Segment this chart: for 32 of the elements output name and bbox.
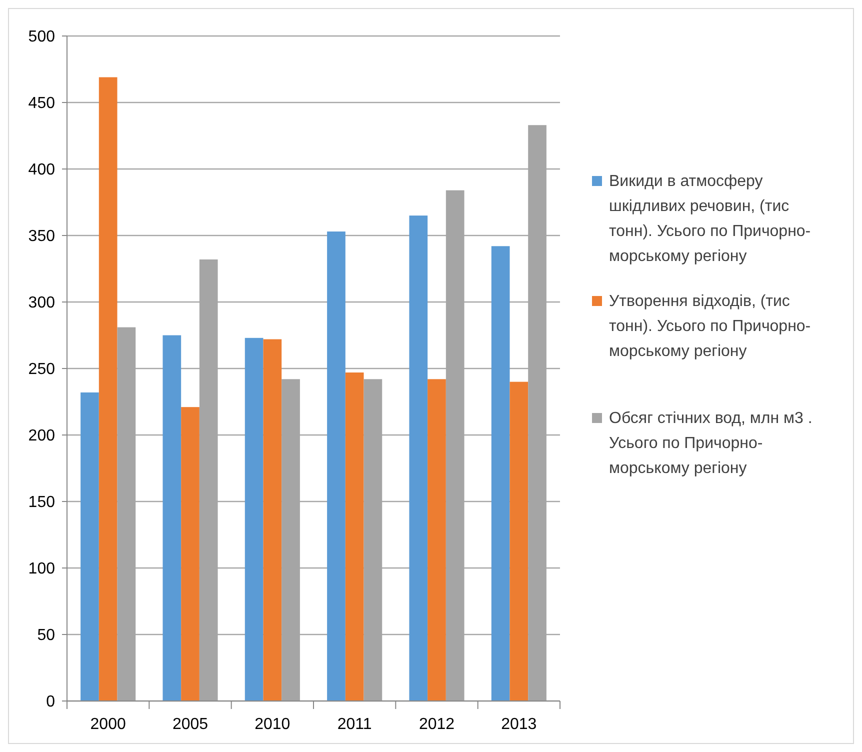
bar [409, 216, 428, 701]
x-tick-label: 2000 [90, 716, 126, 733]
x-tick-label: 2005 [172, 716, 208, 733]
bar [327, 232, 346, 701]
x-tick-label: 2013 [501, 716, 537, 733]
bar [491, 246, 510, 701]
y-tick-label: 350 [28, 228, 56, 246]
y-tick-label: 200 [28, 428, 56, 445]
x-tick-label: 2012 [418, 716, 455, 733]
bar [98, 77, 118, 701]
y-tick-label: 100 [28, 560, 56, 578]
y-tick-label: 500 [28, 28, 56, 46]
x-tick-label: 2010 [254, 716, 290, 733]
bar [428, 379, 446, 701]
bar [80, 392, 99, 701]
y-tick-label: 150 [28, 494, 56, 512]
bar [244, 338, 264, 701]
y-tick-label: 300 [28, 294, 56, 312]
bar [162, 335, 182, 701]
bar [181, 407, 200, 701]
legend-label: Викиди в атмосферу шкідливих речовин, (тис тонн). Усього по Причорно-морському регіону [609, 173, 811, 265]
bar [510, 382, 528, 701]
y-tick-label: 50 [37, 627, 56, 644]
y-tick-label: 250 [28, 361, 56, 378]
bar [263, 339, 282, 701]
y-tick-label: 450 [28, 95, 56, 112]
legend-label: Утворення відходів, (тис тонн). Усього по Причорно-морському регіону [609, 293, 811, 360]
legend-label: Обсяг стічних вод, млн м3 . Усього по Причорно-морському регіону [609, 410, 812, 477]
y-tick-label: 0 [46, 694, 56, 711]
y-tick-label: 400 [28, 162, 56, 179]
bar [345, 372, 364, 701]
x-tick-label: 2011 [337, 716, 372, 733]
